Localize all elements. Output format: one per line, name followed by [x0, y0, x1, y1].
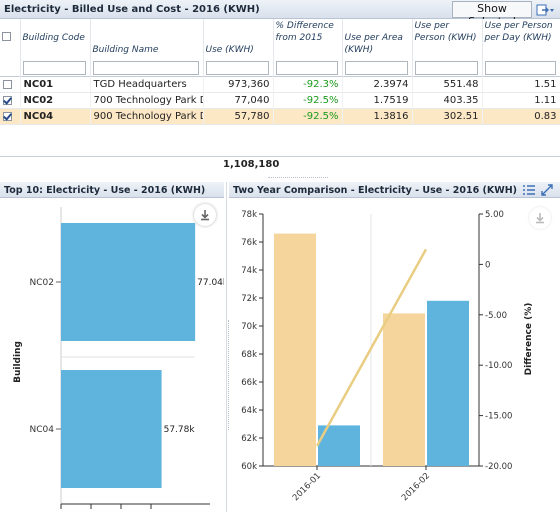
filter-use-per-person-day[interactable]	[484, 61, 556, 75]
column-header-building-code[interactable]: Building Code	[22, 33, 85, 43]
y2-tick-label: -15.00	[485, 412, 512, 422]
bar	[61, 370, 162, 488]
y2-tick-label: -10.00	[485, 361, 512, 371]
bar-data-label: 57.78k	[164, 425, 196, 435]
filter-use-per-person[interactable]	[414, 61, 478, 75]
list-icon	[523, 185, 535, 195]
use-total: 1,108,180	[223, 159, 280, 170]
building-name-cell: 700 Technology Park Dr	[90, 92, 204, 109]
table-row[interactable]: NC02 700 Technology Park Dr 77,040 -92.5…	[0, 92, 560, 109]
difference-line	[315, 248, 428, 447]
expand-icon	[541, 184, 553, 196]
difference-cell: -92.3%	[273, 76, 343, 93]
legend-toggle-button[interactable]	[522, 184, 536, 199]
y2-tick-label: -20.00	[485, 462, 512, 472]
top10-y-axis-title: Building	[13, 341, 23, 383]
comparison-chart-title: Two Year Comparison - Electricity - Use …	[233, 185, 518, 196]
show-selected-button[interactable]: Show Selected	[452, 1, 532, 28]
y-tick-label: NC04	[30, 425, 55, 435]
use-per-area-cell: 1.3816	[342, 108, 413, 125]
building-code-cell: NC01	[20, 76, 91, 93]
download-icon	[201, 210, 209, 221]
use-cell: 77,040	[203, 92, 274, 109]
column-header-use-per-person[interactable]: Use per Person (KWH)	[414, 21, 477, 43]
column-header-use-per-area[interactable]: Use per Area (KWH)	[344, 33, 403, 55]
row-checkbox[interactable]	[3, 111, 12, 121]
x-tick-label: 2016-01	[291, 471, 323, 503]
use-per-person-day-cell: 1.11	[482, 92, 560, 109]
table-panel-title: Electricity - Billed Use and Cost - 2016…	[4, 4, 260, 15]
comparison-chart: Difference (%) 60k 62k 64k 66k 68k 70k 72k 74k 7…	[241, 210, 534, 503]
y-tick-label: 78k	[241, 210, 257, 220]
row-checkbox[interactable]	[3, 79, 12, 89]
y-tick-label: 68k	[241, 350, 257, 360]
filter-building-code[interactable]	[22, 61, 86, 75]
column-header-building-name[interactable]: Building Name	[92, 45, 159, 55]
vertical-splitter[interactable]	[226, 182, 227, 512]
y-tick-label: 72k	[241, 294, 257, 304]
filter-building-name[interactable]	[92, 61, 199, 75]
y-tick-label: 64k	[241, 406, 257, 416]
use-per-area-cell: 1.7519	[342, 92, 413, 109]
top10-chart-header: Top 10: Electricity - Use - 2016 (KWH)	[0, 182, 224, 198]
difference-cell: -92.5%	[273, 92, 343, 109]
bar-data-label: 77.04k	[197, 278, 224, 288]
usage-table: Building Code Building Name Use (KWH) % …	[0, 19, 560, 125]
use-per-area-cell: 2.3974	[342, 76, 413, 93]
y2-tick-label: 0	[485, 260, 490, 270]
bar	[427, 300, 469, 466]
column-header-use-per-person-day[interactable]: Use per Person per Day (KWH)	[484, 21, 553, 43]
table-header-row: Building Code Building Name Use (KWH) % …	[0, 19, 560, 77]
y2-tick-label: 5.00	[485, 210, 504, 220]
filter-use[interactable]	[205, 61, 269, 75]
bar	[274, 233, 316, 466]
top10-chart-title: Top 10: Electricity - Use - 2016 (KWH)	[4, 185, 206, 196]
y2-tick-label: -5.00	[485, 311, 507, 321]
splitter-handle[interactable]	[268, 177, 328, 178]
row-checkbox[interactable]	[3, 95, 12, 105]
comparison-download-button[interactable]	[529, 207, 551, 229]
table-row[interactable]: NC04 900 Technology Park Dr 57,780 -92.5…	[0, 108, 560, 125]
building-name-cell: TGD Headquarters	[90, 76, 204, 93]
use-per-person-cell: 551.48	[412, 76, 483, 93]
building-name-cell: 900 Technology Park Dr	[90, 108, 204, 125]
panel-splitter[interactable]	[0, 156, 560, 157]
top10-chart: Building 77.04k 57.78k NC02 NC04	[13, 207, 224, 509]
use-per-person-cell: 302.51	[412, 108, 483, 125]
use-cell: 973,360	[203, 76, 274, 93]
y-tick-label: NC02	[30, 278, 54, 288]
use-cell: 57,780	[203, 108, 274, 125]
top10-download-button[interactable]	[194, 204, 216, 226]
column-header-use[interactable]: Use (KWH)	[205, 45, 254, 55]
y-tick-label: 74k	[241, 266, 257, 276]
table-panel-header: Electricity - Billed Use and Cost - 2016…	[0, 0, 560, 28]
building-code-cell: NC02	[20, 92, 91, 109]
building-code-cell: NC04	[20, 108, 91, 125]
difference-cell: -92.5%	[273, 108, 343, 125]
table-row[interactable]: NC01 TGD Headquarters 973,360 -92.3% 2.3…	[0, 76, 560, 93]
export-icon	[536, 4, 554, 16]
download-icon	[536, 213, 544, 224]
column-header-difference[interactable]: % Difference from 2015	[275, 21, 334, 43]
use-per-person-cell: 403.35	[412, 92, 483, 109]
select-all-checkbox[interactable]	[2, 32, 11, 41]
bar	[61, 223, 196, 341]
y-tick-label: 70k	[241, 322, 257, 332]
y-tick-label: 76k	[241, 238, 257, 248]
use-per-person-day-cell: 1.51	[482, 76, 560, 93]
use-per-person-day-cell: 0.83	[482, 108, 560, 125]
y-tick-label: 66k	[241, 378, 257, 388]
export-menu-button[interactable]	[536, 3, 556, 17]
x-tick-label: 2016-02	[400, 471, 432, 503]
comparison-chart-header: Two Year Comparison - Electricity - Use …	[229, 182, 560, 198]
comparison-y2-axis-title: Difference (%)	[524, 303, 534, 376]
expand-button[interactable]	[541, 184, 553, 199]
y-tick-label: 62k	[241, 434, 257, 444]
filter-use-per-area[interactable]	[344, 61, 408, 75]
vertical-splitter-handle[interactable]	[228, 320, 229, 430]
bar	[383, 313, 425, 466]
filter-difference[interactable]	[275, 61, 338, 75]
y-tick-label: 60k	[241, 462, 257, 472]
